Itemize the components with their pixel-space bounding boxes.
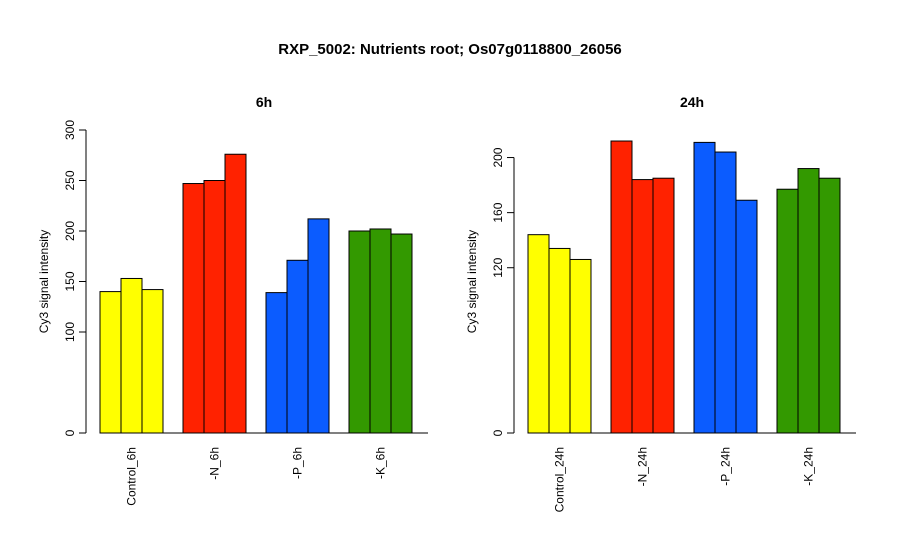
bar-control24h-2 <box>548 247 571 434</box>
bar-p6h-3 <box>307 218 330 434</box>
bar-p6h-1 <box>265 292 288 434</box>
y-tick-label: 200 <box>63 221 77 241</box>
bar-p24h-2 <box>714 151 737 434</box>
x-category-label: -P_24h <box>719 447 733 486</box>
panel-24h: 24h 0 120 160 200 Cy3 signal intensity Control… <box>465 94 856 512</box>
y-axis-title: Cy3 signal intensity <box>465 230 479 333</box>
bar-n6h-2 <box>203 180 226 434</box>
bar-k24h-2 <box>797 168 820 434</box>
x-category-label: -K_6h <box>374 447 388 479</box>
bar-k24h-1 <box>776 188 799 434</box>
bar-control24h-3 <box>569 258 592 434</box>
bar-p24h-1 <box>693 141 716 434</box>
y-tick-label: 200 <box>491 147 505 167</box>
x-category-label: Control_24h <box>553 447 567 512</box>
bar-p24h-3 <box>735 199 758 434</box>
y-tick-label: 300 <box>63 120 77 140</box>
x-category-label: -N_24h <box>636 447 650 486</box>
y-tick-label: 160 <box>491 202 505 222</box>
figure-title: RXP_5002: Nutrients root; Os07g0118800_2… <box>278 41 622 58</box>
y-tick-label: 0 <box>63 429 77 436</box>
bar-n6h-3 <box>224 153 247 434</box>
bar-control6h-1 <box>99 291 122 434</box>
y-tick-label: 100 <box>63 322 77 342</box>
y-tick-label: 0 <box>491 429 505 436</box>
panel-title: 6h <box>256 94 272 110</box>
x-category-label: Control_6h <box>125 447 139 506</box>
y-tick-label: 150 <box>63 271 77 291</box>
x-category-label: -N_6h <box>208 447 222 480</box>
bar-k6h-2 <box>369 228 392 434</box>
x-category-label: -P_6h <box>291 447 305 479</box>
y-tick-label: 120 <box>491 257 505 277</box>
panel-6h: 6h 0 100 150 200 250 300 Cy3 signal intensity Co… <box>37 94 428 506</box>
bar-k24h-3 <box>818 177 841 434</box>
y-axis-title: Cy3 signal intensity <box>37 230 51 333</box>
y-tick-label: 250 <box>63 170 77 190</box>
bar-control24h-1 <box>527 234 550 434</box>
bar-control6h-2 <box>120 277 143 434</box>
panel-title: 24h <box>680 94 704 110</box>
x-category-label: -K_24h <box>802 447 816 486</box>
bar-control6h-3 <box>141 289 164 434</box>
bar-n24h-3 <box>652 177 675 434</box>
bar-n24h-1 <box>610 140 633 434</box>
bar-n24h-2 <box>631 179 654 434</box>
bar-p6h-2 <box>286 259 309 434</box>
bar-n6h-1 <box>182 183 205 434</box>
bar-k6h-3 <box>390 233 413 434</box>
bar-k6h-1 <box>348 230 371 434</box>
